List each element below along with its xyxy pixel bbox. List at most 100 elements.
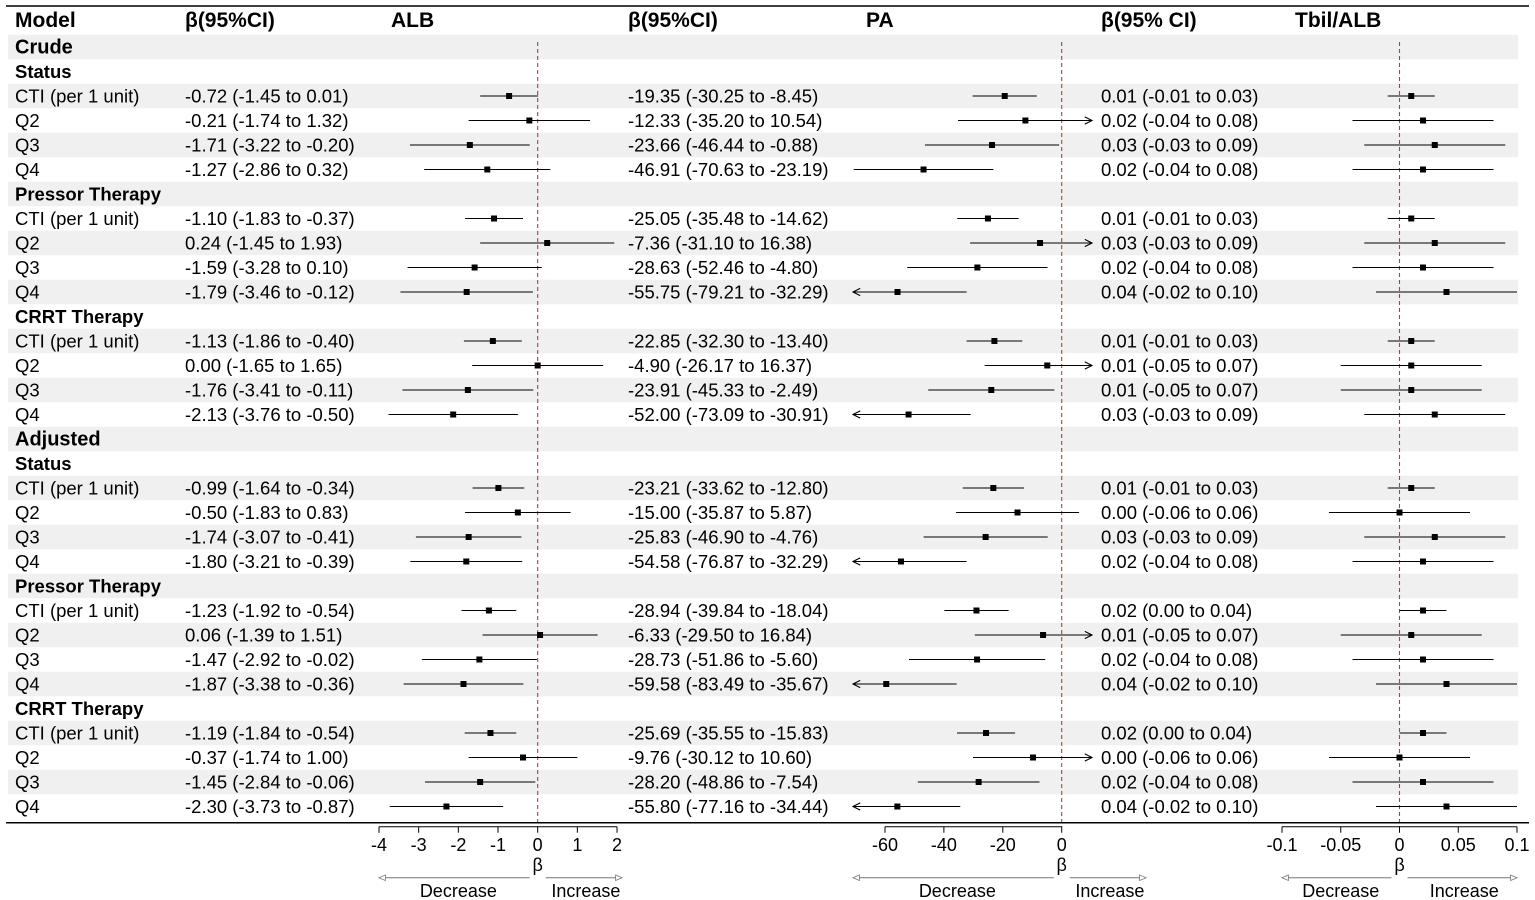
axis-label-pa: β [1057, 855, 1067, 875]
ci-text-alb: -1.59 (-3.28 to 0.10) [185, 257, 349, 278]
ci-text-alb: -2.30 (-3.73 to -0.87) [185, 796, 355, 817]
tick-label-pa: -60 [872, 835, 898, 855]
point-estimate-pa [1044, 362, 1051, 369]
row-label: CTI (per 1 unit) [15, 600, 139, 621]
ci-text-tbil: 0.02 (-0.04 to 0.08) [1101, 551, 1258, 572]
row-bands-layer [8, 34, 1518, 795]
point-estimate-tbil [1408, 632, 1415, 638]
point-estimate-pa [990, 485, 997, 491]
tick-label-tbil: 0.1 [1504, 835, 1529, 855]
header-ci-pa: β(95%CI) [628, 9, 718, 32]
row-label: Q4 [15, 404, 40, 425]
subgroup-label: Status [15, 453, 72, 474]
group-label: Adjusted [15, 429, 101, 451]
row-label: Q3 [15, 135, 40, 156]
point-estimate-tbil [1396, 754, 1403, 761]
row-band [8, 328, 1518, 354]
ci-text-pa: -28.94 (-39.84 to -18.04) [628, 600, 829, 621]
ci-text-tbil: 0.01 (-0.05 to 0.07) [1101, 625, 1258, 646]
point-estimate-pa [1040, 632, 1047, 638]
point-estimate-pa [983, 730, 990, 736]
point-estimate-pa [984, 215, 991, 222]
subgroup-label: CRRT Therapy [15, 698, 144, 719]
ci-text-pa: -28.20 (-48.86 to -7.54) [628, 772, 818, 793]
point-estimate-tbil [1420, 607, 1426, 614]
tick-label-tbil: -0.1 [1266, 835, 1297, 855]
row-label: CTI (per 1 unit) [15, 723, 139, 744]
point-estimate-pa [1014, 509, 1021, 516]
ci-text-pa: -12.33 (-35.20 to 10.54) [628, 110, 822, 131]
ci-text-tbil: 0.02 (-0.04 to 0.08) [1101, 649, 1258, 670]
ci-text-tbil: 0.02 (-0.04 to 0.08) [1101, 257, 1258, 278]
ci-text-alb: -0.72 (-1.45 to 0.01) [185, 86, 349, 107]
increase-label-tbil: Increase [1430, 881, 1499, 900]
tick-label-alb: -4 [371, 835, 387, 855]
point-estimate-alb [537, 632, 544, 638]
ci-text-alb: -1.87 (-3.38 to -0.36) [185, 674, 355, 695]
point-estimate-alb [534, 362, 541, 369]
ci-text-tbil: 0.00 (-0.06 to 0.06) [1101, 502, 1258, 523]
row-band [8, 769, 1518, 795]
ci-text-alb: -2.13 (-3.76 to -0.50) [185, 404, 355, 425]
ci-text-pa: -4.90 (-26.17 to 16.37) [628, 355, 812, 376]
tick-label-pa: -40 [931, 835, 957, 855]
tick-label-alb: 1 [572, 835, 582, 855]
subgroup-label: CRRT Therapy [15, 306, 144, 327]
point-estimate-alb [465, 534, 472, 540]
row-label: Q2 [15, 233, 40, 254]
point-estimate-tbil [1443, 681, 1450, 687]
ci-text-pa: -23.91 (-45.33 to -2.49) [628, 380, 818, 401]
tick-label-alb: -3 [411, 835, 427, 855]
point-estimate-tbil [1408, 93, 1415, 99]
ci-text-alb: -1.47 (-2.92 to -0.02) [185, 649, 355, 670]
ci-text-alb: -1.23 (-1.92 to -0.54) [185, 600, 355, 621]
point-estimate-alb [485, 607, 492, 614]
row-band [8, 671, 1518, 697]
point-estimate-pa [1001, 93, 1008, 99]
row-label: Q3 [15, 527, 40, 548]
point-estimate-pa [894, 803, 901, 810]
point-estimate-alb [526, 117, 533, 124]
ci-text-pa: -9.76 (-30.12 to 10.60) [628, 747, 812, 768]
point-estimate-pa [1022, 117, 1029, 124]
ci-text-alb: -0.99 (-1.64 to -0.34) [185, 478, 355, 499]
ci-text-alb: -0.50 (-1.83 to 0.83) [185, 502, 349, 523]
point-estimate-alb [460, 681, 467, 687]
row-label: Q4 [15, 282, 40, 303]
point-estimate-alb [476, 656, 483, 663]
point-estimate-pa [975, 779, 982, 785]
point-estimate-tbil [1420, 656, 1426, 663]
ci-text-pa: -55.80 (-77.16 to -34.44) [628, 796, 829, 817]
header-row: Model β(95%CI) ALB β(95%CI) PA β(95% CI) Tbil/… [6, 5, 1529, 32]
ci-text-alb: -1.10 (-1.83 to -0.37) [185, 208, 355, 229]
row-label: Q3 [15, 772, 40, 793]
point-estimate-tbil [1408, 387, 1415, 393]
tick-label-alb: 0 [533, 835, 543, 855]
ci-text-pa: -7.36 (-31.10 to 16.38) [628, 233, 812, 254]
row-label: Q3 [15, 649, 40, 670]
ci-text-tbil: 0.04 (-0.02 to 0.10) [1101, 796, 1258, 817]
row-band [8, 524, 1518, 550]
ci-text-pa: -19.35 (-30.25 to -8.45) [628, 86, 818, 107]
ci-text-pa: -23.21 (-33.62 to -12.80) [628, 478, 829, 499]
header-model: Model [15, 9, 76, 32]
ci-text-alb: -1.74 (-3.07 to -0.41) [185, 527, 355, 548]
decrease-label-alb: Decrease [420, 881, 497, 900]
ci-text-tbil: 0.01 (-0.01 to 0.03) [1101, 331, 1258, 352]
point-estimate-alb [495, 485, 502, 491]
header-tbil: Tbil/ALB [1295, 9, 1381, 32]
point-estimate-tbil [1408, 338, 1415, 344]
point-estimate-tbil [1443, 803, 1450, 810]
point-estimate-pa [974, 656, 981, 663]
increase-label-pa: Increase [1075, 881, 1144, 900]
point-estimate-tbil [1420, 264, 1426, 271]
ci-text-pa: -52.00 (-73.09 to -30.91) [628, 404, 829, 425]
point-estimate-tbil [1408, 485, 1415, 491]
row-label: CTI (per 1 unit) [15, 86, 139, 107]
ci-text-tbil: 0.02 (-0.04 to 0.08) [1101, 772, 1258, 793]
row-label: Q4 [15, 551, 40, 572]
header-pa: PA [866, 9, 894, 32]
header-ci-alb: β(95%CI) [185, 9, 275, 32]
